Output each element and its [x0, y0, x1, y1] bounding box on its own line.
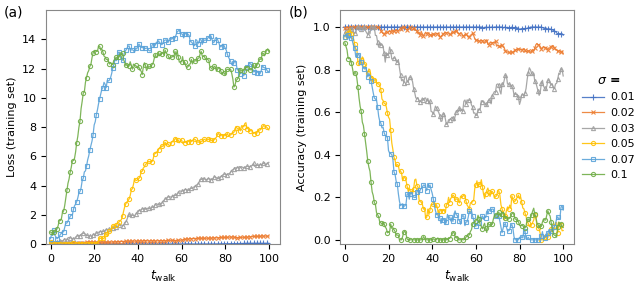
0.02 [342, 26, 350, 30]
0.1 [361, 132, 369, 136]
0.02 [559, 52, 567, 55]
0.1 [422, 238, 429, 242]
0.07 [511, 238, 519, 242]
0.02 [341, 27, 349, 30]
0.01 [559, 33, 567, 37]
0.1 [396, 238, 403, 242]
0.05 [422, 216, 429, 220]
0.02 [343, 25, 351, 29]
0.07 [434, 212, 442, 216]
Y-axis label: Accuracy (training set): Accuracy (training set) [298, 64, 307, 191]
0.05 [341, 35, 349, 38]
0.02 [460, 34, 468, 37]
X-axis label: $t_\mathrm{walk}$: $t_\mathrm{walk}$ [150, 269, 177, 284]
X-axis label: $t_\mathrm{walk}$: $t_\mathrm{walk}$ [444, 269, 471, 284]
0.07 [543, 234, 550, 238]
Text: (b): (b) [289, 5, 309, 19]
0.01 [342, 25, 350, 29]
0.07 [342, 32, 350, 36]
0.03 [442, 123, 450, 126]
0.05 [434, 208, 442, 211]
0.03 [341, 31, 349, 35]
Legend: 0.01, 0.02, 0.03, 0.05, 0.07, 0.1: 0.01, 0.02, 0.03, 0.05, 0.07, 0.1 [582, 74, 634, 180]
0.1 [542, 218, 550, 222]
0.01 [434, 25, 442, 29]
0.03 [349, 25, 356, 29]
0.03 [434, 109, 442, 112]
Line: 0.07: 0.07 [343, 32, 565, 242]
Line: 0.1: 0.1 [343, 41, 565, 242]
0.05 [538, 238, 545, 242]
Line: 0.02: 0.02 [342, 25, 566, 56]
Line: 0.05: 0.05 [343, 27, 565, 242]
Line: 0.03: 0.03 [343, 25, 565, 126]
0.01 [460, 25, 468, 29]
0.07 [362, 66, 369, 69]
0.1 [460, 238, 468, 242]
0.03 [559, 74, 567, 78]
0.01 [422, 25, 429, 29]
0.01 [341, 26, 349, 29]
0.1 [434, 236, 442, 240]
0.1 [342, 45, 350, 48]
0.03 [342, 29, 350, 32]
0.01 [542, 26, 550, 30]
0.02 [422, 30, 429, 34]
0.05 [346, 28, 354, 31]
0.1 [341, 41, 349, 45]
0.07 [460, 215, 468, 218]
0.01 [343, 25, 351, 29]
0.05 [342, 31, 350, 35]
0.07 [422, 186, 429, 189]
0.01 [362, 25, 369, 29]
0.03 [543, 84, 550, 88]
0.05 [362, 64, 369, 67]
0.05 [559, 229, 567, 232]
Y-axis label: Loss (training set): Loss (training set) [7, 77, 17, 177]
0.02 [362, 25, 369, 29]
0.05 [460, 194, 468, 197]
0.07 [559, 208, 567, 212]
0.02 [542, 46, 550, 49]
0.03 [461, 98, 468, 102]
0.05 [543, 238, 550, 241]
0.03 [362, 29, 369, 33]
0.1 [559, 226, 567, 229]
0.07 [343, 33, 351, 37]
0.02 [434, 32, 442, 35]
0.03 [422, 96, 429, 100]
0.07 [341, 35, 349, 39]
Text: (a): (a) [4, 5, 24, 19]
Line: 0.01: 0.01 [342, 24, 566, 38]
